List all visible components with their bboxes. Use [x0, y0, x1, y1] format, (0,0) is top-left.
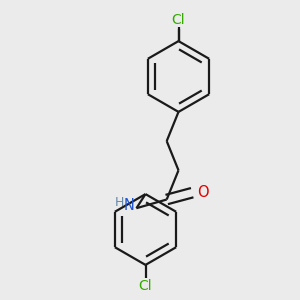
Text: Cl: Cl [139, 279, 152, 293]
Text: Cl: Cl [172, 13, 185, 27]
Text: H: H [114, 196, 124, 209]
Text: O: O [198, 185, 209, 200]
Text: N: N [124, 198, 135, 213]
